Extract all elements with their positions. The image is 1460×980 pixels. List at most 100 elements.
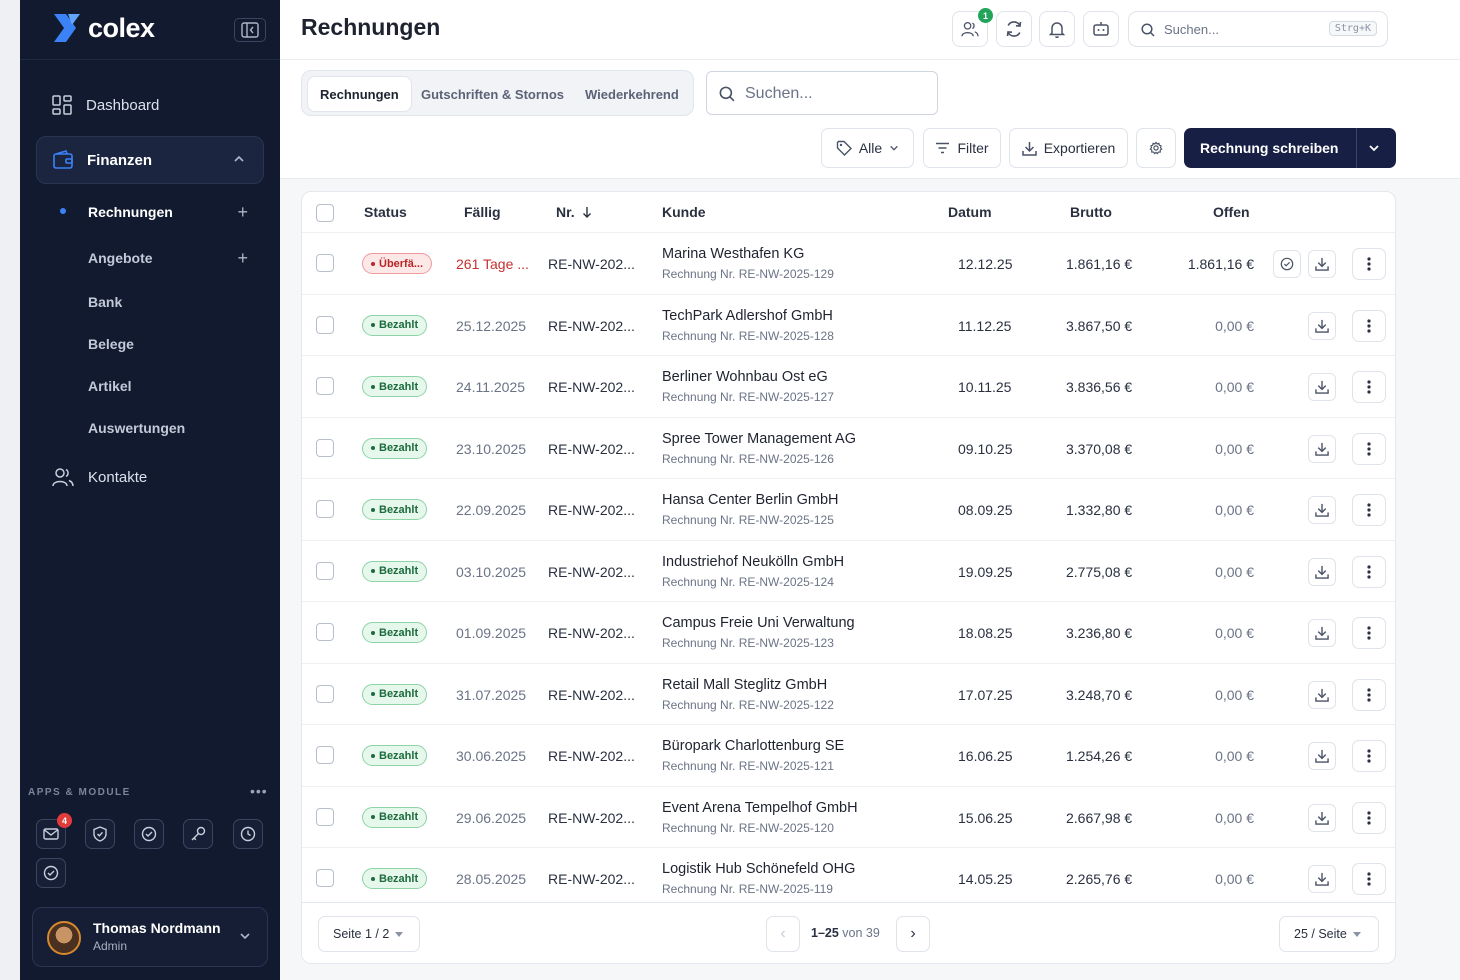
app-time-button[interactable] xyxy=(233,819,263,849)
add-rechnung-icon[interactable]: + xyxy=(237,202,248,222)
row-actions-button[interactable] xyxy=(1352,371,1386,403)
col-customer[interactable]: Kunde xyxy=(662,204,706,220)
chevron-down-icon[interactable] xyxy=(1368,142,1380,154)
customer-name[interactable]: Hansa Center Berlin GmbH xyxy=(662,492,839,508)
select-all-checkbox[interactable] xyxy=(316,204,334,222)
app-tasks-button[interactable] xyxy=(134,819,164,849)
table-row[interactable]: Bezahlt 29.06.2025 RE-NW-202... Event Arena… xyxy=(302,785,1395,848)
tab-wiederkehrend[interactable]: Wiederkehrend xyxy=(585,86,679,102)
row-actions-button[interactable] xyxy=(1352,678,1386,711)
row-checkbox[interactable] xyxy=(316,254,334,272)
col-status[interactable]: Status xyxy=(364,204,407,220)
app-mail-button[interactable]: 4 xyxy=(36,813,72,849)
notifications-button[interactable] xyxy=(1039,11,1075,47)
table-row[interactable]: Bezahlt 24.11.2025 RE-NW-202... Berliner Wo… xyxy=(302,355,1395,417)
apps-more-icon[interactable]: ••• xyxy=(250,783,268,799)
table-row[interactable]: Bezahlt 03.10.2025 RE-NW-202... Industrieho… xyxy=(302,539,1395,602)
app-keys-button[interactable] xyxy=(183,819,213,849)
sub-item-belege[interactable]: Belege xyxy=(88,336,264,352)
row-actions-button[interactable] xyxy=(1352,555,1386,588)
download-pdf-button[interactable] xyxy=(1308,865,1336,893)
download-pdf-button[interactable] xyxy=(1308,619,1336,647)
col-due[interactable]: Fällig xyxy=(464,204,501,220)
sub-item-angebote[interactable]: Angebote + xyxy=(88,248,264,268)
customer-name[interactable]: Büropark Charlottenburg SE xyxy=(662,738,845,754)
customer-name[interactable]: Spree Tower Management AG xyxy=(662,430,856,447)
table-row[interactable]: Bezahlt 01.09.2025 RE-NW-202... Campus Frei… xyxy=(302,601,1395,663)
table-row[interactable]: Bezahlt 30.06.2025 RE-NW-202... Büropark Ch… xyxy=(302,724,1395,786)
prev-page-button[interactable]: ‹ xyxy=(766,916,800,952)
create-invoice-button[interactable]: Rechnung schreiben xyxy=(1184,128,1396,168)
team-button[interactable]: 1 xyxy=(952,8,993,47)
row-checkbox[interactable] xyxy=(316,500,334,518)
settings-button[interactable] xyxy=(1136,128,1176,168)
download-pdf-button[interactable] xyxy=(1308,496,1336,524)
download-pdf-button[interactable] xyxy=(1308,803,1336,832)
row-checkbox[interactable] xyxy=(316,746,334,764)
row-checkbox[interactable] xyxy=(316,438,334,457)
download-pdf-button[interactable] xyxy=(1308,250,1336,278)
next-page-button[interactable]: › xyxy=(896,916,930,952)
row-actions-button[interactable] xyxy=(1352,494,1386,526)
col-gross[interactable]: Brutto xyxy=(1070,204,1112,220)
app-logo[interactable]: colex xyxy=(52,12,155,44)
customer-name[interactable]: Campus Freie Uni Verwaltung xyxy=(662,615,855,631)
tab-gutschriften[interactable]: Gutschriften & Stornos xyxy=(421,86,565,102)
col-open[interactable]: Offen xyxy=(1213,204,1250,220)
row-checkbox[interactable] xyxy=(316,869,334,887)
download-pdf-button[interactable] xyxy=(1308,311,1336,340)
row-actions-button[interactable] xyxy=(1352,863,1386,895)
sub-item-artikel[interactable]: Artikel xyxy=(88,378,264,394)
row-actions-button[interactable] xyxy=(1352,617,1386,649)
table-row[interactable]: Überfä... 261 Tage ... RE-NW-202... Marina … xyxy=(302,232,1395,294)
row-checkbox[interactable] xyxy=(316,623,334,641)
sub-item-auswertungen[interactable]: Auswertungen xyxy=(88,420,264,436)
add-angebot-icon[interactable]: + xyxy=(237,248,248,268)
row-checkbox[interactable] xyxy=(316,315,334,334)
customer-name[interactable]: Event Arena Tempelhof GmbH xyxy=(662,799,858,816)
download-pdf-button[interactable] xyxy=(1308,434,1336,463)
row-actions-button[interactable] xyxy=(1352,309,1386,342)
global-search-input[interactable]: Suchen... Strg+K xyxy=(1128,11,1388,47)
page-size-dropdown[interactable]: 25 / Seite xyxy=(1279,916,1379,952)
customer-name[interactable]: Marina Westhafen KG xyxy=(662,246,805,262)
row-checkbox[interactable] xyxy=(316,561,334,580)
row-actions-button[interactable] xyxy=(1352,248,1386,280)
nav-finanzen[interactable]: Finanzen xyxy=(36,136,264,184)
sub-item-bank[interactable]: Bank xyxy=(88,294,264,310)
filter-button[interactable]: Filter xyxy=(923,128,1001,168)
customer-name[interactable]: Berliner Wohnbau Ost eG xyxy=(662,369,828,385)
row-checkbox[interactable] xyxy=(316,684,334,703)
nav-kontakte[interactable]: Kontakte xyxy=(36,453,264,501)
user-menu[interactable]: Thomas Nordmann Admin xyxy=(32,907,268,967)
row-actions-button[interactable] xyxy=(1352,740,1386,772)
app-approvals-button[interactable] xyxy=(36,858,66,888)
table-row[interactable]: Bezahlt 25.12.2025 RE-NW-202... TechPark Ad… xyxy=(302,293,1395,356)
collapse-sidebar-button[interactable] xyxy=(234,18,266,42)
table-row[interactable]: Bezahlt 22.09.2025 RE-NW-202... Hansa Cente… xyxy=(302,478,1395,540)
sub-item-rechnungen[interactable]: Rechnungen + xyxy=(88,202,264,222)
tab-rechnungen[interactable]: Rechnungen xyxy=(307,76,412,112)
app-security-button[interactable] xyxy=(85,819,115,849)
refresh-button[interactable] xyxy=(996,11,1032,47)
table-row[interactable]: Bezahlt 28.05.2025 RE-NW-202... Logistik Hu… xyxy=(302,847,1395,909)
col-date[interactable]: Datum xyxy=(948,204,992,220)
download-pdf-button[interactable] xyxy=(1308,373,1336,401)
download-pdf-button[interactable] xyxy=(1308,680,1336,709)
mark-paid-button[interactable] xyxy=(1273,250,1301,278)
assistant-button[interactable] xyxy=(1083,11,1119,47)
row-checkbox[interactable] xyxy=(316,377,334,395)
download-pdf-button[interactable] xyxy=(1308,557,1336,586)
customer-name[interactable]: Industriehof Neukölln GmbH xyxy=(662,553,845,570)
row-checkbox[interactable] xyxy=(316,807,334,826)
table-row[interactable]: Bezahlt 31.07.2025 RE-NW-202... Retail Mall… xyxy=(302,662,1395,725)
row-actions-button[interactable] xyxy=(1352,801,1386,834)
customer-name[interactable]: Retail Mall Steglitz GmbH xyxy=(662,676,828,693)
table-row[interactable]: Bezahlt 23.10.2025 RE-NW-202... Spree Tower… xyxy=(302,416,1395,479)
download-pdf-button[interactable] xyxy=(1308,742,1336,770)
invoice-search-input[interactable]: Suchen... xyxy=(706,71,938,115)
col-number[interactable]: Nr. xyxy=(556,204,593,220)
export-button[interactable]: Exportieren xyxy=(1009,128,1128,168)
customer-name[interactable]: Logistik Hub Schönefeld OHG xyxy=(662,861,856,877)
row-actions-button[interactable] xyxy=(1352,432,1386,465)
